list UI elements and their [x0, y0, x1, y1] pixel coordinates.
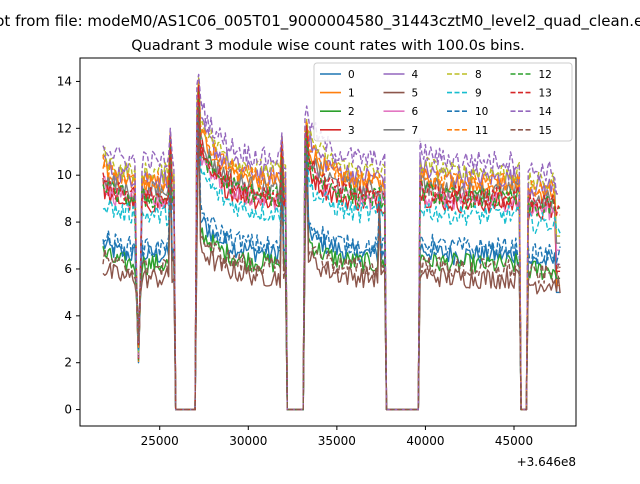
x-tick-label: 40000: [406, 434, 444, 448]
x-tick-label: 30000: [229, 434, 267, 448]
series-line-15: [102, 105, 561, 411]
legend-label-9: 9: [475, 88, 482, 100]
legend-label-4: 4: [412, 69, 419, 81]
x-tick-label: 25000: [141, 434, 179, 448]
legend-label-10: 10: [475, 106, 488, 118]
legend-label-3: 3: [348, 125, 355, 137]
y-axis: 0 2 4 6 8 10 12 14: [57, 74, 80, 417]
legend-label-11: 11: [475, 125, 488, 137]
y-tick-label: 12: [57, 121, 72, 135]
y-tick-label: 10: [57, 168, 72, 182]
legend-label-5: 5: [412, 88, 419, 100]
legend-label-1: 1: [348, 88, 355, 100]
y-tick-label: 6: [64, 262, 72, 276]
y-tick-label: 14: [57, 74, 72, 88]
plot-frame: [79, 57, 577, 427]
x-tick-label: 45000: [495, 434, 533, 448]
plot-lines: [102, 73, 561, 411]
legend-label-13: 13: [539, 88, 552, 100]
legend-label-0: 0: [348, 69, 355, 81]
legend-label-14: 14: [539, 106, 553, 118]
chart-title: Quadrant 3 module wise count rates with …: [131, 38, 525, 54]
y-tick-label: 2: [64, 356, 72, 370]
legend-box: [313, 62, 573, 142]
y-tick-label: 8: [64, 215, 72, 229]
figure-suptitle: Plot from file: modeM0/AS1C06_005T01_900…: [0, 12, 640, 30]
x-axis: 25000 30000 35000 40000 45000: [141, 426, 533, 448]
legend-label-15: 15: [539, 125, 552, 137]
legend-label-12: 12: [539, 69, 552, 81]
series-line-9: [102, 89, 561, 411]
legend-label-6: 6: [412, 106, 419, 118]
legend-label-8: 8: [475, 69, 482, 81]
y-tick-label: 4: [64, 309, 72, 323]
legend-label-7: 7: [412, 125, 419, 137]
y-tick-label: 0: [64, 403, 72, 417]
x-tick-label: 35000: [318, 434, 356, 448]
x-offset-text: +3.646e8: [517, 455, 576, 469]
legend-label-2: 2: [348, 106, 355, 118]
